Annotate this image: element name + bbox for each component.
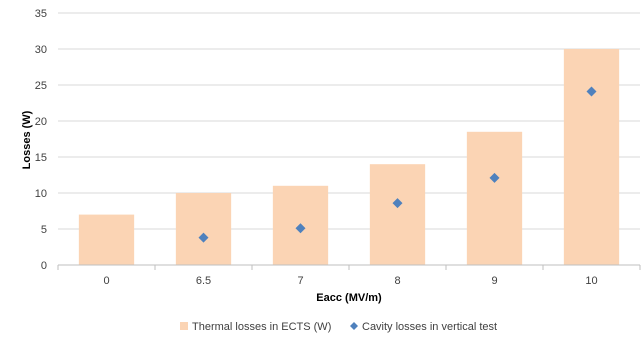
legend-diamond-icon: [350, 322, 358, 330]
y-tick-label: 15: [35, 152, 47, 164]
bar: [78, 214, 135, 265]
legend-bar-label: Thermal losses in ECTS (W): [192, 321, 331, 333]
x-tick-label: 7: [297, 275, 303, 287]
y-tick-label: 5: [41, 224, 47, 236]
y-tick-label: 25: [35, 80, 47, 92]
bar: [175, 193, 232, 265]
y-axis-title: Losses (W): [21, 110, 33, 169]
data-point-diamond: [586, 86, 597, 97]
point-layer: [198, 86, 597, 243]
y-tick-label: 20: [35, 116, 47, 128]
bar: [466, 131, 523, 265]
grid-layer: [58, 12, 640, 266]
data-point-diamond: [198, 232, 209, 243]
x-tick-label: 9: [491, 275, 497, 287]
data-point-diamond: [392, 198, 403, 209]
legend-diamond-label: Cavity losses in vertical test: [362, 321, 497, 333]
bar: [563, 49, 620, 265]
y-tick-label: 10: [35, 188, 47, 200]
x-tick-label: 8: [394, 275, 400, 287]
legend-bar-swatch: [180, 322, 188, 330]
x-tick-label: 0: [103, 275, 109, 287]
x-axis-title: Eacc (MV/m): [316, 292, 382, 304]
legend: Thermal losses in ECTS (W) Cavity losses…: [180, 321, 497, 333]
data-point-diamond: [295, 223, 306, 234]
x-tick-label: 10: [585, 275, 597, 287]
y-tick-label: 0: [41, 260, 47, 272]
x-tick-label: 6.5: [196, 275, 211, 287]
y-tick-label: 35: [35, 8, 47, 20]
bar: [369, 164, 426, 265]
bar-layer: [78, 49, 620, 265]
data-point-diamond: [489, 172, 500, 183]
y-tick-label: 30: [35, 44, 47, 56]
axis-layer: 0 5 10 15 20 25 30 35 0 6.5 7 8 9 10: [35, 8, 641, 287]
